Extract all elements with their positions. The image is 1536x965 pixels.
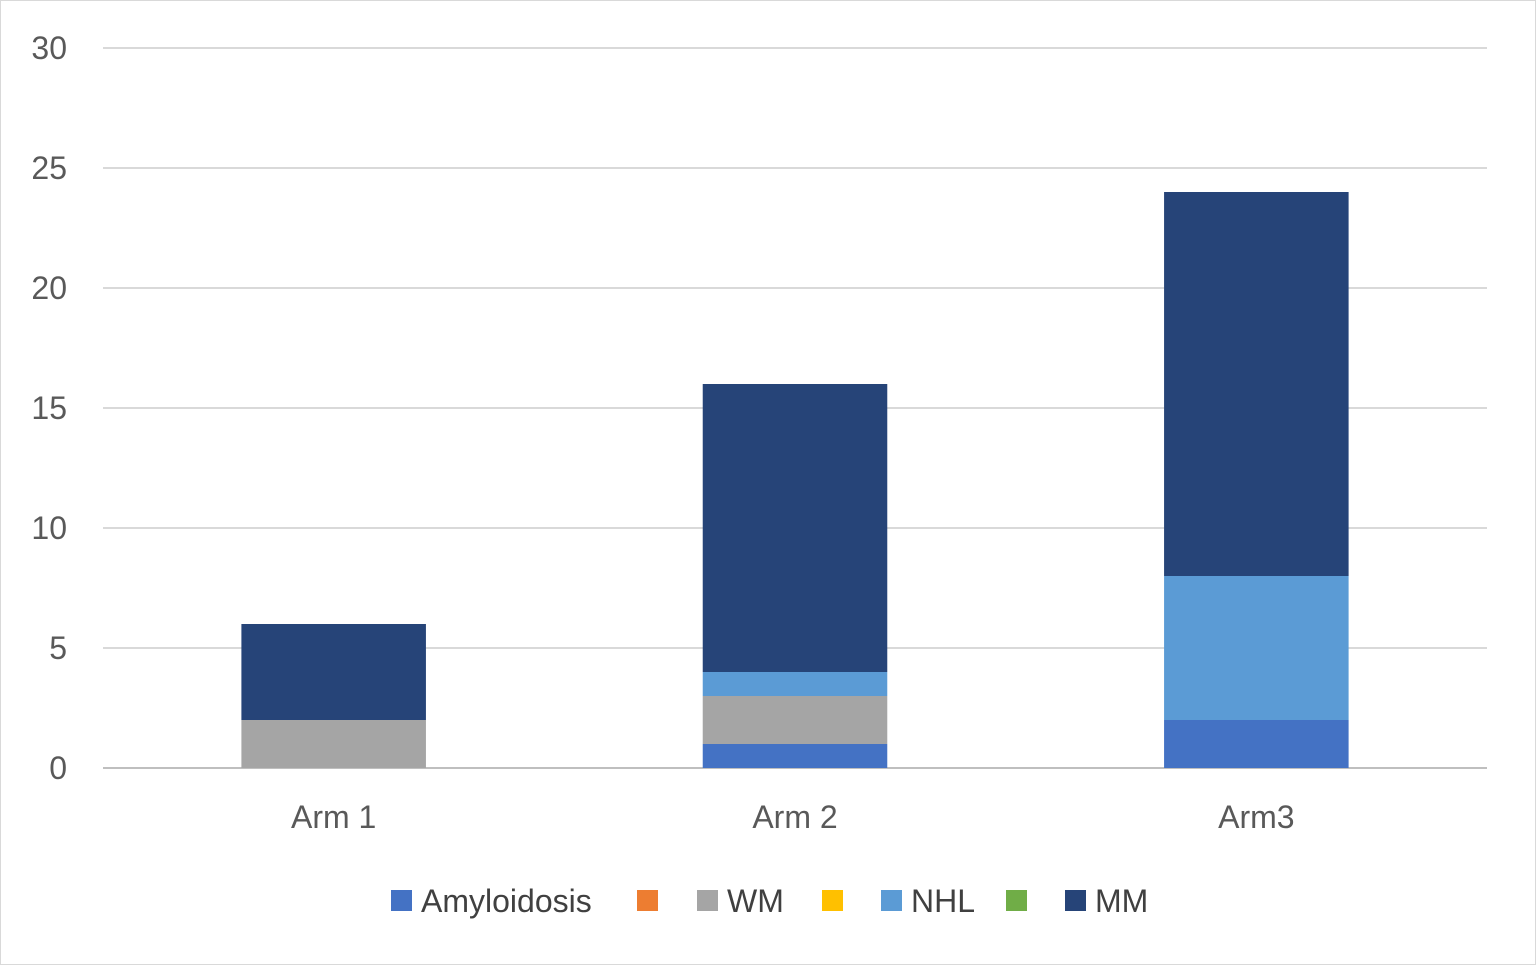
legend-swatch (822, 890, 843, 911)
y-tick-label: 15 (31, 390, 67, 426)
x-tick-label: Arm 1 (291, 799, 376, 835)
legend-label: Amyloidosis (421, 883, 592, 919)
bar-segment-mm-arm3 (1164, 192, 1349, 576)
bars (241, 192, 1349, 768)
bar-segment-nhl-arm3 (1164, 576, 1349, 720)
legend-label: NHL (911, 883, 975, 919)
legend-label: WM (727, 883, 784, 919)
bar-segment-wm-arm-2 (702, 696, 888, 744)
bar-segment-amyloidosis-arm3 (1164, 720, 1349, 768)
legend-label: MM (1095, 883, 1148, 919)
y-tick-label: 20 (31, 270, 67, 306)
bar-segment-nhl-arm-2 (702, 672, 888, 696)
y-tick-label: 10 (31, 510, 67, 546)
bar-segment-mm-arm-1 (241, 624, 426, 720)
legend-swatch (697, 890, 718, 911)
bar-segment-amyloidosis-arm-2 (702, 744, 888, 768)
x-axis-ticks: Arm 1 Arm 2 Arm3 (291, 799, 1295, 835)
y-tick-label: 0 (49, 750, 67, 786)
legend-swatch (1065, 890, 1086, 911)
bar-segment-mm-arm-2 (702, 384, 888, 672)
legend: Amyloidosis WM NHL MM (391, 883, 1148, 919)
x-tick-label: Arm3 (1218, 799, 1294, 835)
legend-swatch (881, 890, 902, 911)
y-tick-label: 5 (49, 630, 67, 666)
y-tick-label: 30 (31, 30, 67, 66)
x-tick-label: Arm 2 (752, 799, 837, 835)
y-axis-ticks: 0 5 10 15 20 25 30 (31, 30, 67, 786)
legend-swatch (637, 890, 658, 911)
bar-segment-wm-arm-1 (241, 720, 426, 768)
legend-swatch (1006, 890, 1027, 911)
legend-swatch (391, 890, 412, 911)
y-tick-label: 25 (31, 150, 67, 186)
